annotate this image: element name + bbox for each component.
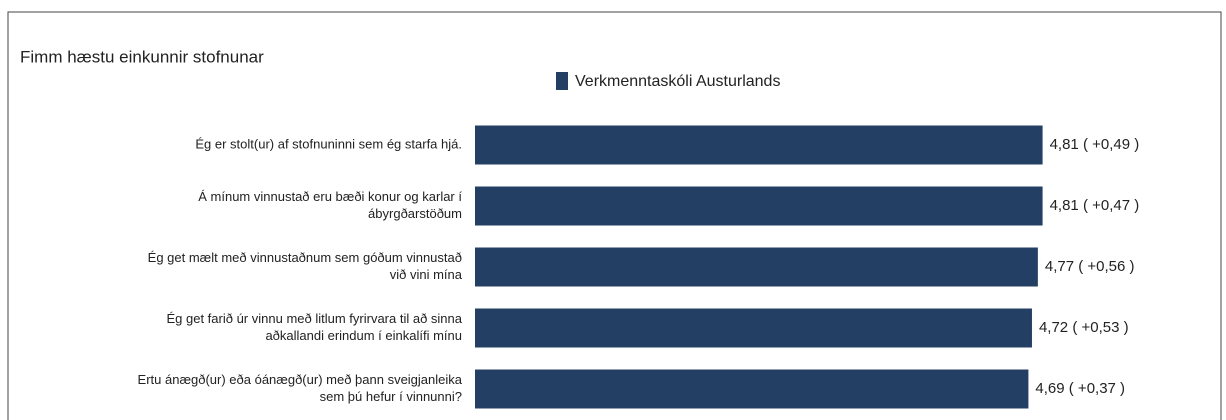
legend-label: Verkmenntaskóli Austurlands xyxy=(575,73,780,90)
category-label: Ég er stolt(ur) af stofnuninni sem ég st… xyxy=(195,136,462,151)
category-label: við vini mína xyxy=(390,267,463,282)
chart-title: Fimm hæstu einkunnir stofnunar xyxy=(20,47,264,66)
value-label: 4,81 ( +0,47 ) xyxy=(1050,197,1140,214)
category-label: Ég get mælt með vinnustaðnum sem góðum v… xyxy=(148,250,462,265)
value-label: 4,77 ( +0,56 ) xyxy=(1045,258,1135,275)
category-label: Á mínum vinnustað eru bæði konur og karl… xyxy=(198,189,462,204)
value-label: 4,72 ( +0,53 ) xyxy=(1039,319,1129,336)
frame xyxy=(7,11,1222,420)
legend-swatch xyxy=(556,72,568,90)
bar xyxy=(475,125,1043,165)
bar xyxy=(475,186,1043,226)
category-label: Ég get farið úr vinnu með litlum fyrirva… xyxy=(166,311,462,326)
category-label: aðkallandi erindum í einkalífi mínu xyxy=(265,328,462,343)
bar xyxy=(475,369,1029,409)
category-label: Ertu ánægð(ur) eða óánægð(ur) með þann s… xyxy=(138,372,463,387)
category-label: ábyrgðarstöðum xyxy=(368,206,462,221)
category-label: sem þú hefur í vinnunni? xyxy=(320,389,462,404)
value-label: 4,69 ( +0,37 ) xyxy=(1035,380,1125,397)
value-label: 4,81 ( +0,49 ) xyxy=(1050,136,1140,153)
bar xyxy=(475,308,1032,348)
bar xyxy=(475,247,1038,287)
